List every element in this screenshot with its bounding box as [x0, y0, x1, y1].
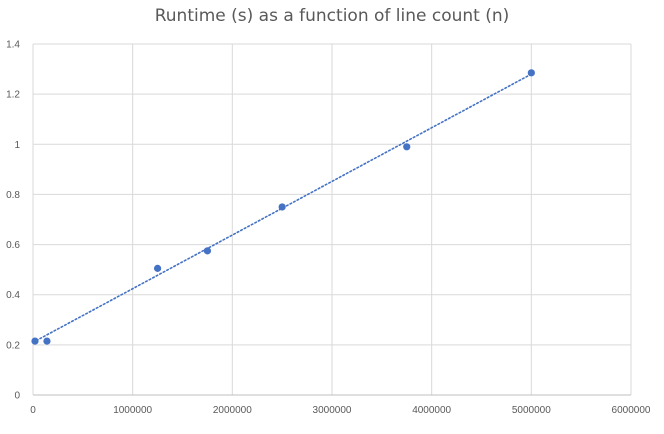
- data-point[interactable]: [278, 203, 286, 211]
- x-tick-label: 4000000: [412, 405, 451, 416]
- y-tick-label: 1.2: [6, 90, 20, 101]
- data-point[interactable]: [31, 337, 39, 345]
- y-tick-labels: 0 0.2 0.4 0.6 0.8 1 1.2 1.4: [6, 40, 20, 402]
- data-point[interactable]: [153, 264, 162, 272]
- y-tick-label: 0: [14, 391, 20, 402]
- gridlines: [33, 43, 632, 395]
- x-tick-labels: 0 1000000 2000000 3000000 4000000 5000000 6000…: [30, 405, 651, 416]
- data-point[interactable]: [403, 143, 411, 151]
- x-tick-label: 3000000: [313, 405, 352, 416]
- data-point[interactable]: [203, 247, 212, 255]
- y-tick-label: 1: [14, 140, 20, 151]
- axes: [32, 44, 631, 396]
- data-point[interactable]: [527, 69, 535, 77]
- x-tick-label: 6000000: [612, 405, 651, 416]
- x-tick-label: 0: [30, 405, 36, 416]
- data-point[interactable]: [43, 337, 51, 345]
- x-tick-label: 5000000: [512, 405, 551, 416]
- y-tick-label: 0.4: [6, 290, 20, 301]
- data-points: [31, 69, 535, 345]
- trendline-group: [32, 73, 533, 344]
- linear-trendline: [32, 73, 533, 344]
- y-tick-label: 0.8: [6, 190, 20, 201]
- x-tick-label: 1000000: [113, 405, 152, 416]
- x-tick-label: 2000000: [213, 405, 252, 416]
- y-tick-label: 1.4: [6, 40, 20, 51]
- y-tick-label: 0.2: [6, 340, 20, 351]
- y-tick-label: 0.6: [6, 240, 20, 251]
- chart-title: Runtime (s) as a function of line count …: [154, 6, 510, 26]
